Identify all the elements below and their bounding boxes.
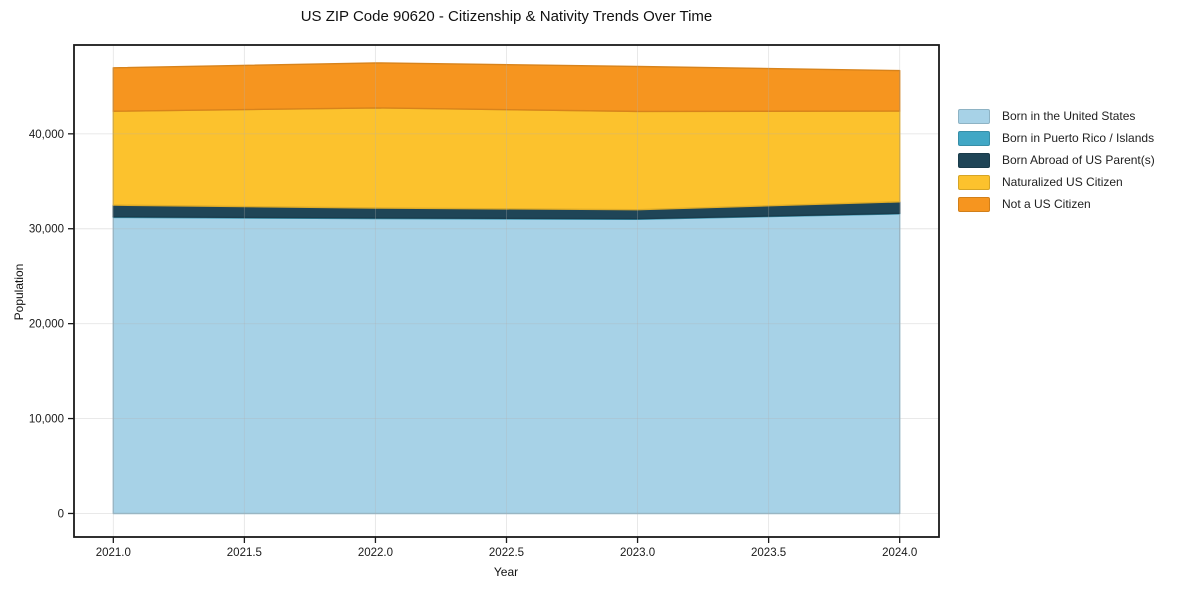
x-tick-label: 2022.5: [489, 547, 524, 559]
x-tick-label: 2022.0: [358, 547, 393, 559]
y-tick-label: 0: [58, 508, 64, 520]
legend-label: Naturalized US Citizen: [1002, 175, 1123, 189]
x-tick-label: 2024.0: [882, 547, 917, 559]
legend-item: Not a US Citizen: [958, 193, 1155, 215]
legend-label: Not a US Citizen: [1002, 197, 1091, 211]
legend-item: Born Abroad of US Parent(s): [958, 149, 1155, 171]
x-tick-label: 2023.5: [751, 547, 786, 559]
y-tick-label: 10,000: [29, 414, 64, 426]
legend-swatch: [958, 130, 990, 146]
chart-title: US ZIP Code 90620 - Citizenship & Nativi…: [300, 8, 713, 25]
legend-label: Born in Puerto Rico / Islands: [1002, 131, 1155, 145]
legend-swatch: [958, 196, 990, 212]
legend-swatch: [958, 108, 990, 124]
y-tick-label: 40,000: [29, 129, 64, 141]
legend-item: Born in Puerto Rico / Islands: [958, 127, 1155, 149]
y-tick-label: 30,000: [29, 224, 64, 236]
x-tick-label: 2021.0: [96, 547, 131, 559]
area-not-a-us-citizen: [112, 62, 901, 113]
x-axis-label: Year: [493, 565, 519, 579]
x-tick-label: 2023.0: [620, 547, 655, 559]
legend-label: Born Abroad of US Parent(s): [1002, 153, 1155, 167]
legend-item: Naturalized US Citizen: [958, 171, 1155, 193]
x-tick-label: 2021.5: [227, 547, 262, 559]
legend-swatch: [958, 152, 990, 168]
legend: Born in the United States Born in Puerto…: [958, 105, 1155, 215]
legend-swatch: [958, 174, 990, 190]
y-tick-label: 20,000: [29, 319, 64, 331]
legend-label: Born in the United States: [1002, 109, 1136, 123]
legend-item: Born in the United States: [958, 105, 1155, 127]
